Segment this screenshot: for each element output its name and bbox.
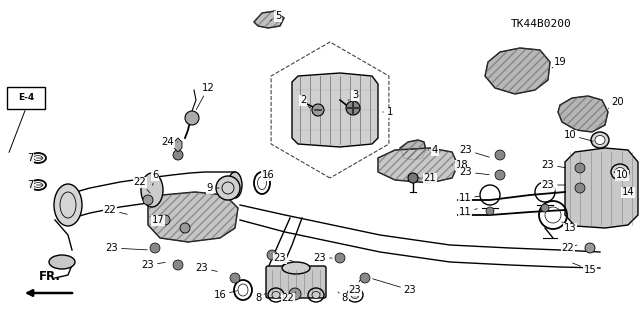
Ellipse shape (257, 176, 266, 189)
Text: 8: 8 (255, 293, 266, 303)
Circle shape (289, 288, 301, 300)
Text: 23: 23 (541, 180, 565, 190)
Text: 23: 23 (274, 253, 293, 263)
Text: 23: 23 (541, 160, 565, 170)
Ellipse shape (591, 132, 609, 148)
Ellipse shape (141, 173, 163, 207)
Ellipse shape (312, 292, 320, 299)
Circle shape (173, 150, 183, 160)
Circle shape (495, 150, 505, 160)
Circle shape (230, 273, 240, 283)
Text: 8: 8 (338, 292, 348, 303)
Text: E-4: E-4 (18, 93, 34, 102)
Ellipse shape (615, 167, 625, 176)
Polygon shape (254, 11, 284, 28)
Text: 2: 2 (300, 95, 310, 108)
Ellipse shape (238, 284, 248, 296)
Ellipse shape (282, 262, 310, 274)
Circle shape (267, 250, 277, 260)
Text: 22: 22 (134, 177, 150, 193)
Circle shape (495, 170, 505, 180)
Circle shape (160, 215, 170, 225)
Text: 1: 1 (383, 107, 393, 117)
Text: 7: 7 (27, 153, 44, 163)
Text: 22: 22 (104, 205, 127, 215)
Text: 16: 16 (262, 170, 275, 183)
Circle shape (180, 223, 190, 233)
Ellipse shape (351, 292, 359, 299)
Polygon shape (174, 138, 182, 152)
Text: 18: 18 (452, 160, 468, 170)
Circle shape (585, 243, 595, 253)
Text: 23: 23 (349, 280, 362, 295)
Ellipse shape (33, 155, 42, 160)
Ellipse shape (33, 182, 42, 188)
Text: FR.: FR. (39, 270, 61, 283)
Text: 23: 23 (314, 253, 332, 263)
Circle shape (150, 243, 160, 253)
Circle shape (486, 207, 494, 215)
Polygon shape (558, 96, 608, 132)
Polygon shape (400, 140, 426, 160)
FancyBboxPatch shape (266, 266, 326, 298)
Text: 12: 12 (196, 83, 214, 109)
Text: 11: 11 (459, 207, 477, 217)
Text: 10: 10 (614, 170, 628, 180)
Circle shape (143, 195, 153, 205)
Text: TK44B0200: TK44B0200 (511, 19, 571, 29)
Polygon shape (148, 192, 238, 242)
Ellipse shape (611, 164, 629, 180)
Ellipse shape (54, 184, 82, 226)
Text: 23: 23 (460, 145, 490, 157)
Polygon shape (565, 148, 638, 228)
Text: 20: 20 (608, 97, 624, 108)
Text: 11: 11 (459, 193, 479, 203)
Text: 24: 24 (162, 137, 178, 147)
Text: 6: 6 (152, 170, 158, 185)
Circle shape (346, 101, 360, 115)
Text: 13: 13 (562, 222, 576, 233)
Text: 23: 23 (196, 263, 218, 273)
Text: 3: 3 (348, 90, 358, 100)
Text: 14: 14 (621, 187, 634, 197)
Circle shape (185, 111, 199, 125)
Circle shape (216, 176, 240, 200)
Text: 9: 9 (207, 183, 220, 193)
Circle shape (312, 104, 324, 116)
Text: 16: 16 (214, 290, 237, 300)
Text: 17: 17 (152, 215, 164, 225)
Polygon shape (378, 148, 458, 183)
Text: 22: 22 (562, 243, 577, 253)
Polygon shape (292, 73, 378, 147)
Text: 23: 23 (460, 167, 489, 177)
Circle shape (575, 183, 585, 193)
Circle shape (575, 163, 585, 173)
Text: 4: 4 (428, 145, 438, 155)
Text: 23: 23 (372, 279, 416, 295)
Polygon shape (485, 48, 550, 94)
Text: 23: 23 (141, 260, 165, 270)
Text: 22: 22 (282, 292, 296, 303)
Text: 15: 15 (573, 263, 596, 275)
Circle shape (408, 173, 418, 183)
Ellipse shape (228, 172, 242, 198)
Text: 23: 23 (106, 243, 147, 253)
Text: 5: 5 (270, 11, 281, 21)
Circle shape (173, 260, 183, 270)
Text: 7: 7 (27, 180, 44, 190)
Circle shape (335, 253, 345, 263)
Text: 21: 21 (418, 173, 436, 183)
Text: 19: 19 (552, 57, 566, 68)
Circle shape (541, 204, 549, 212)
Circle shape (360, 273, 370, 283)
Ellipse shape (272, 292, 280, 299)
Ellipse shape (49, 255, 75, 269)
Text: 10: 10 (564, 130, 593, 141)
Ellipse shape (595, 136, 605, 145)
